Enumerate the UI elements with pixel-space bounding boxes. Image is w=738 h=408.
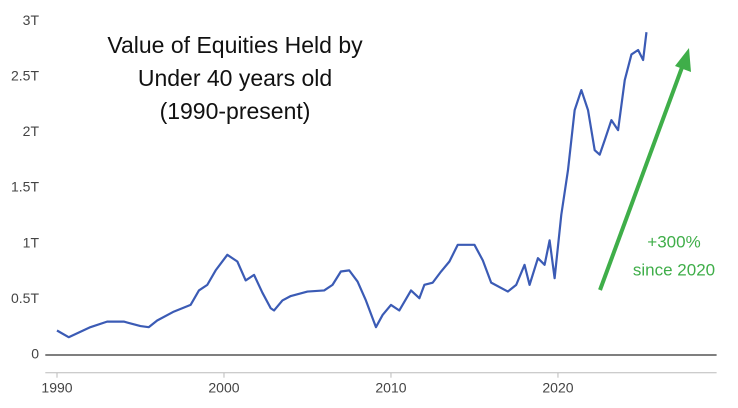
y-tick-label: 0 bbox=[31, 346, 39, 362]
x-tick-label: 2020 bbox=[542, 379, 573, 395]
annotation: since 2020 bbox=[633, 260, 715, 279]
x-tick-label: 2000 bbox=[208, 379, 239, 395]
y-tick-label: 1T bbox=[23, 234, 40, 250]
annotation: +300% bbox=[647, 232, 700, 251]
y-tick-label: 3T bbox=[23, 12, 40, 28]
annotation-arrow bbox=[598, 61, 686, 291]
plot-area bbox=[56, 32, 648, 339]
y-tick-label: 2T bbox=[23, 123, 40, 139]
ticks: 0 0.5T 1T 1.5T 2T 2.5T 3T 1990 2000 2010 2020 bbox=[11, 12, 717, 395]
y-tick-label: 1.5T bbox=[11, 179, 39, 195]
y-tick-label: 2.5T bbox=[11, 67, 39, 83]
x-tick-label: 2010 bbox=[375, 379, 406, 395]
annotation-arrowhead bbox=[675, 48, 691, 72]
chart-title: (1990-present) bbox=[160, 98, 311, 124]
y-tick-label: 0.5T bbox=[11, 290, 39, 306]
x-tick-label: 1990 bbox=[41, 379, 72, 395]
data-line bbox=[56, 32, 648, 339]
chart-title: Value of Equities Held by bbox=[107, 32, 363, 58]
chart-title: Under 40 years old bbox=[138, 65, 332, 91]
